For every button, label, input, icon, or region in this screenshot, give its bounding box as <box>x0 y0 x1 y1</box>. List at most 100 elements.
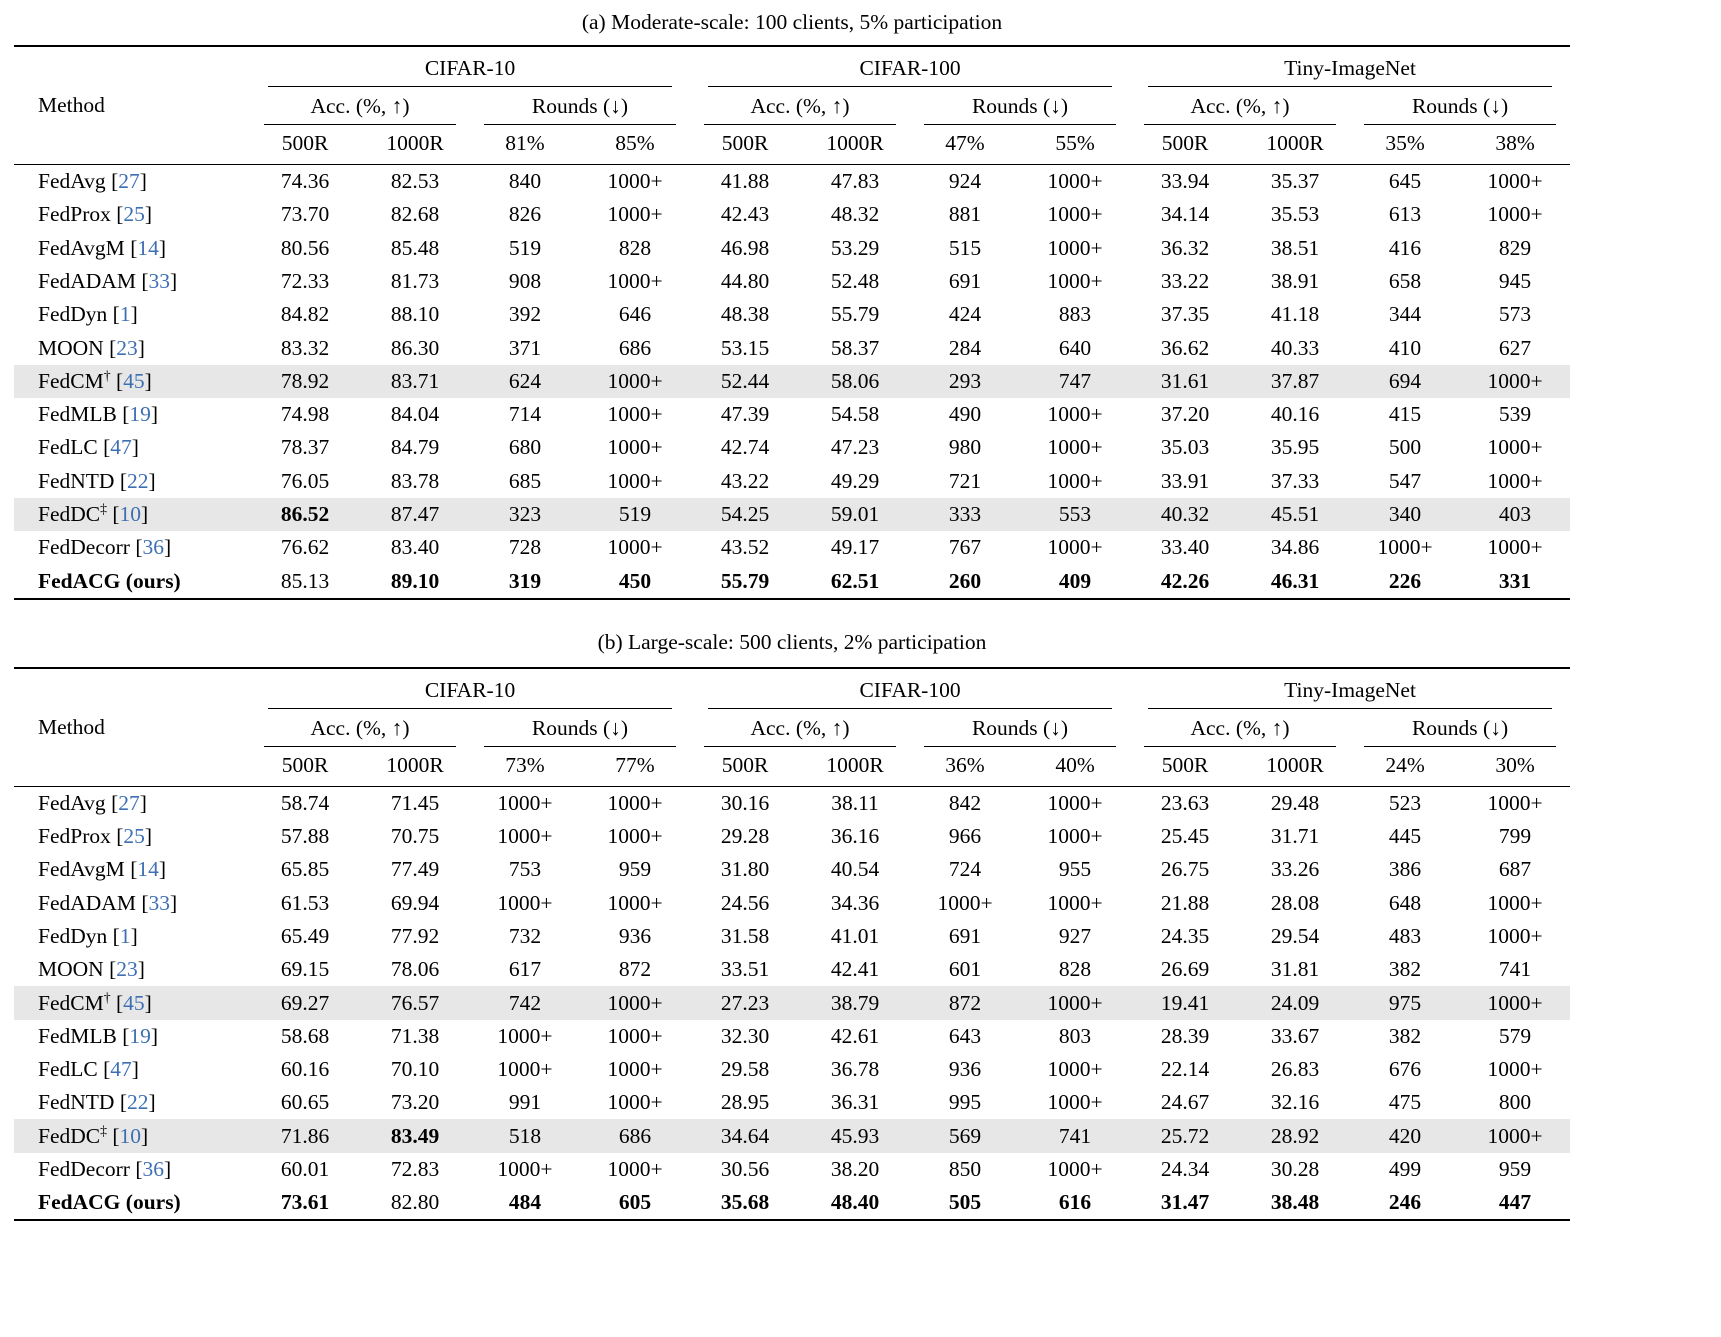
citation-link[interactable]: 1 <box>119 923 131 948</box>
value-cell: 36.32 <box>1160 235 1210 260</box>
citation-link[interactable]: 25 <box>123 824 145 849</box>
table-row: FedDecorr [36] 60.01 72.83 1000+ 1000+ 30.56 3… <box>14 1153 1570 1186</box>
value-cell: 800 <box>1498 1090 1532 1115</box>
value-cell: 33.26 <box>1270 857 1320 882</box>
citation-link[interactable]: 33 <box>148 890 171 915</box>
value-cell: 31.81 <box>1270 957 1320 982</box>
value-cell: 415 <box>1388 402 1422 427</box>
value-cell: 46.98 <box>720 235 770 260</box>
table-row: FedAvgM [14] 65.85 77.49 753 959 31.80 40.54 72… <box>14 853 1570 886</box>
citation-link[interactable]: 22 <box>126 1090 149 1115</box>
value-cell: 246 <box>1388 1190 1422 1215</box>
accuracy-subheader: Acc. (%, ↑) <box>250 709 470 747</box>
value-cell: 38.11 <box>831 790 879 815</box>
value-cell: 25.45 <box>1160 824 1210 849</box>
value-cell: 680 <box>508 435 542 460</box>
value-cell: 73.20 <box>390 1090 440 1115</box>
value-cell: 21.88 <box>1160 890 1210 915</box>
method-name: FedDecorr <box>38 535 130 560</box>
table-a-caption: (a) Moderate-scale: 100 clients, 5% part… <box>581 10 1003 34</box>
value-cell: 42.61 <box>830 1023 880 1048</box>
value-cell: 44.80 <box>720 269 770 294</box>
value-cell: 85.13 <box>280 568 330 593</box>
value-cell: 1000+ <box>607 202 663 227</box>
column-header: 30% <box>1460 746 1571 787</box>
citation-link[interactable]: 27 <box>118 169 140 194</box>
citation-link[interactable]: 45 <box>123 368 145 393</box>
method-cell: FedADAM [33] <box>38 890 178 915</box>
citation-link[interactable]: 14 <box>137 857 159 882</box>
method-cell: FedMLB [19] <box>38 1023 159 1048</box>
table-row: FedDC‡ [10] 71.86 83.49 518 686 34.64 45.93 569… <box>14 1119 1571 1153</box>
value-cell: 55.79 <box>720 568 770 593</box>
citation-link[interactable]: 22 <box>126 468 149 493</box>
value-cell: 1000+ <box>1487 790 1543 815</box>
value-cell: 724 <box>948 857 982 882</box>
dataset-group-header: CIFAR-100 <box>690 668 1130 709</box>
table-row: FedLC [47] 60.16 70.10 1000+ 1000+ 29.58 36.78… <box>14 1053 1570 1086</box>
value-cell: 403 <box>1460 497 1571 532</box>
table-row: FedAvgM [14] 80.56 85.48 519 828 46.98 53.29 51… <box>14 232 1570 265</box>
citation-link[interactable]: 23 <box>116 335 138 360</box>
citation-link[interactable]: 23 <box>116 957 138 982</box>
value-cell: 1000+ <box>497 790 553 815</box>
value-cell: 1000+ <box>1047 535 1103 560</box>
value-cell: 59.01 <box>800 497 911 532</box>
value-cell: 908 <box>508 269 542 294</box>
value-cell: 47.23 <box>830 435 880 460</box>
value-cell: 38.79 <box>800 986 911 1020</box>
value-cell: 547 <box>1388 468 1422 493</box>
value-cell: 25.72 <box>1130 1119 1241 1153</box>
value-cell: 69.27 <box>250 986 360 1020</box>
citation-link[interactable]: 19 <box>129 402 151 427</box>
value-cell: 1000+ <box>607 269 663 294</box>
value-cell: 83.40 <box>390 535 440 560</box>
value-cell: 260 <box>948 568 982 593</box>
method-name: FedCM <box>38 990 104 1015</box>
value-cell: 26.69 <box>1160 957 1210 982</box>
value-cell: 616 <box>1058 1190 1092 1215</box>
value-cell: 33.40 <box>1160 535 1210 560</box>
citation-link[interactable]: 47 <box>110 1057 132 1082</box>
value-cell: 52.48 <box>830 269 880 294</box>
citation-link[interactable]: 27 <box>118 790 140 815</box>
column-header: 24% <box>1350 746 1461 787</box>
value-cell: 1000+ <box>1460 1119 1571 1153</box>
table-row: MOON [23] 83.32 86.30 371 686 53.15 58.37 284 64… <box>14 331 1570 364</box>
citation-link[interactable]: 10 <box>119 502 142 526</box>
citation-link[interactable]: 36 <box>142 1156 164 1181</box>
value-cell: 34.36 <box>830 890 880 915</box>
value-cell: 686 <box>618 335 652 360</box>
value-cell: 840 <box>508 169 542 194</box>
value-cell: 36.62 <box>1160 335 1210 360</box>
citation-link[interactable]: 25 <box>123 202 145 227</box>
table-row: FedNTD [22] 60.65 73.20 991 1000+ 28.95 36.31 9… <box>14 1086 1570 1119</box>
column-header: 1000R <box>1240 125 1351 165</box>
citation-link[interactable]: 10 <box>119 1123 142 1148</box>
value-cell: 842 <box>948 790 982 815</box>
citation-link[interactable]: 19 <box>129 1023 151 1048</box>
value-cell: 83.71 <box>360 364 470 398</box>
method-cell: FedNTD [22] <box>38 1090 156 1115</box>
value-cell: 27.23 <box>690 986 801 1020</box>
citation-link[interactable]: 45 <box>123 990 145 1015</box>
value-cell: 828 <box>1058 957 1092 982</box>
value-cell: 30.56 <box>720 1156 770 1181</box>
citation-link[interactable]: 47 <box>110 435 132 460</box>
citation-link[interactable]: 36 <box>142 535 164 560</box>
value-cell: 36.78 <box>830 1057 880 1082</box>
column-header: 1000R <box>360 746 470 787</box>
citation-link[interactable]: 1 <box>119 302 131 327</box>
value-cell: 624 <box>470 364 580 398</box>
value-cell: 1000+ <box>1487 468 1543 493</box>
value-cell: 643 <box>948 1023 982 1048</box>
value-cell: 741 <box>1498 957 1532 982</box>
value-cell: 1000+ <box>1047 235 1103 260</box>
value-cell: 1000+ <box>607 1023 663 1048</box>
column-header: 1000R <box>1240 746 1351 787</box>
method-column-header: Method <box>14 46 250 165</box>
method-name: FedAvgM <box>38 235 125 260</box>
citation-link[interactable]: 33 <box>148 269 171 294</box>
citation-link[interactable]: 14 <box>137 235 159 260</box>
value-cell: 53.29 <box>830 235 880 260</box>
